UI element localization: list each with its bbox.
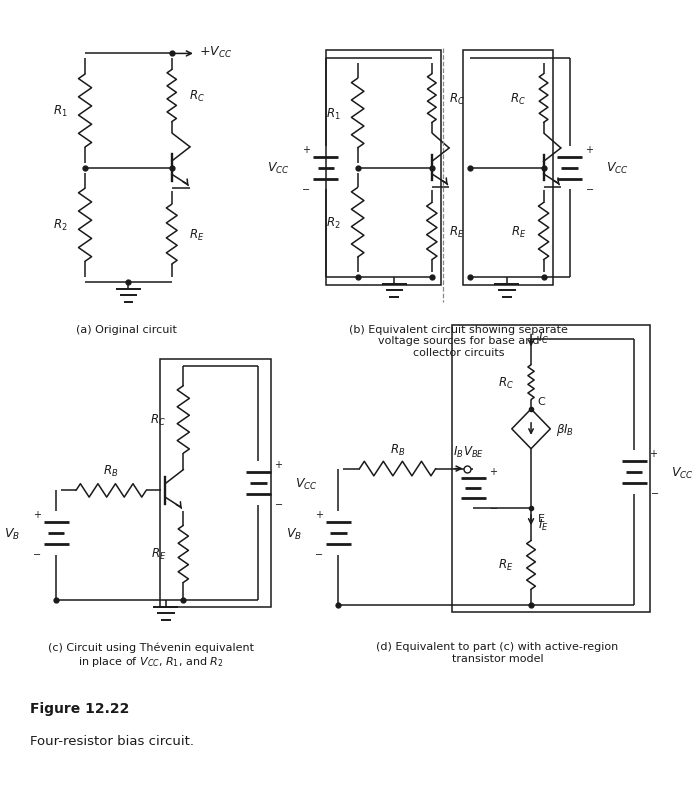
Text: Figure 12.22: Figure 12.22	[30, 701, 130, 715]
Text: $-$: $-$	[650, 487, 659, 496]
Text: $R_2$: $R_2$	[53, 218, 68, 233]
Text: $V_B$: $V_B$	[4, 526, 20, 541]
Text: $R_B$: $R_B$	[104, 464, 119, 479]
Text: $V_{BE}$: $V_{BE}$	[463, 444, 484, 459]
Text: +: +	[315, 509, 323, 520]
Text: (a) Original circuit: (a) Original circuit	[76, 324, 177, 334]
Text: $R_2$: $R_2$	[326, 216, 340, 230]
Bar	[463, 51, 553, 285]
Text: $-$: $-$	[274, 497, 283, 507]
Text: $R_C$: $R_C$	[150, 412, 166, 427]
Text: $R_1$: $R_1$	[53, 104, 68, 119]
Text: +: +	[33, 509, 41, 520]
Bar	[452, 325, 650, 611]
Text: $V_B$: $V_B$	[286, 526, 302, 541]
Text: $R_C$: $R_C$	[189, 89, 205, 104]
Text: +: +	[302, 144, 311, 155]
Text: $R_E$: $R_E$	[511, 225, 526, 239]
Text: C: C	[538, 397, 545, 406]
Text: $R_B$: $R_B$	[390, 442, 405, 457]
Text: $-$: $-$	[314, 547, 323, 557]
Text: +: +	[650, 448, 657, 458]
Text: $-$: $-$	[585, 182, 594, 192]
Text: $R_E$: $R_E$	[189, 227, 204, 242]
Text: $I_C$: $I_C$	[538, 331, 549, 345]
Text: Four-resistor bias circuit.: Four-resistor bias circuit.	[30, 734, 194, 747]
Text: $V_{CC}$: $V_{CC}$	[671, 465, 694, 480]
Bar	[326, 51, 442, 285]
Bar	[160, 360, 271, 607]
Text: +: +	[489, 466, 497, 476]
Text: $-$: $-$	[32, 547, 41, 557]
Text: $V_{CC}$: $V_{CC}$	[267, 161, 289, 176]
Text: $R_E$: $R_E$	[150, 547, 166, 562]
Text: $I_E$: $I_E$	[538, 517, 549, 532]
Text: $R_1$: $R_1$	[326, 106, 340, 122]
Text: $+V_{CC}$: $+V_{CC}$	[199, 45, 232, 60]
Text: $R_C$: $R_C$	[498, 375, 514, 390]
Text: +: +	[585, 144, 593, 155]
Text: $-$: $-$	[301, 182, 311, 192]
Text: $R_C$: $R_C$	[449, 92, 465, 106]
Text: $\beta I_B$: $\beta I_B$	[556, 422, 574, 437]
Text: $V_{CC}$: $V_{CC}$	[606, 161, 629, 176]
Text: (b) Equivalent circuit showing separate
voltage sources for base and
collector c: (b) Equivalent circuit showing separate …	[349, 324, 568, 358]
Text: $R_E$: $R_E$	[449, 225, 465, 239]
Text: $V_{CC}$: $V_{CC}$	[295, 476, 318, 491]
Text: $R_C$: $R_C$	[510, 92, 526, 106]
Text: $-$: $-$	[489, 502, 498, 512]
Text: E: E	[538, 513, 545, 524]
Text: +: +	[274, 460, 282, 470]
Text: (c) Circuit using Thévenin equivalent
in place of $V_{CC}$, $R_1$, and $R_2$: (c) Circuit using Thévenin equivalent in…	[48, 642, 253, 668]
Text: $I_B$: $I_B$	[454, 444, 464, 459]
Text: $R_E$: $R_E$	[498, 558, 514, 573]
Text: (d) Equivalent to part (c) with active-region
transistor model: (d) Equivalent to part (c) with active-r…	[376, 642, 619, 663]
